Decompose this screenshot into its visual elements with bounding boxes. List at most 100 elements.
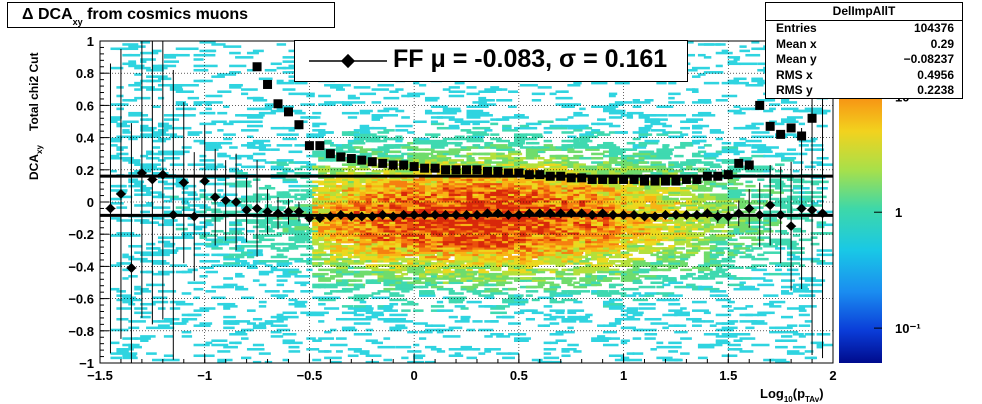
heatmap-cell xyxy=(703,43,721,46)
heatmap-cell xyxy=(359,152,374,156)
heatmap-cell xyxy=(211,339,228,342)
heatmap-cell xyxy=(205,107,212,111)
heatmap-cell xyxy=(484,253,493,257)
heatmap-cell xyxy=(454,210,463,214)
heatmap-cell xyxy=(152,251,166,254)
heatmap-cell xyxy=(579,133,594,136)
heatmap-cell xyxy=(235,330,246,334)
heatmap-cell xyxy=(567,225,577,229)
heatmap-cell xyxy=(140,41,151,44)
heatmap-cell xyxy=(626,204,638,207)
heatmap-cell xyxy=(383,199,391,203)
heatmap-cell xyxy=(531,244,539,248)
heatmap-cell xyxy=(466,191,477,194)
heatmap-cell xyxy=(324,285,338,289)
heatmap-cell xyxy=(478,247,487,250)
heatmap-cell xyxy=(163,126,178,130)
heatmap-cell xyxy=(591,266,603,270)
heatmap-cell xyxy=(258,272,270,276)
heatmap-cell xyxy=(454,120,470,124)
heatmap-cell xyxy=(252,152,266,156)
heatmap-cell xyxy=(525,156,535,160)
heatmap-cell xyxy=(128,99,138,102)
heatmap-cell xyxy=(199,354,215,358)
heatmap-cell xyxy=(644,251,654,254)
heatmap-cell xyxy=(614,227,625,231)
heatmap-cell xyxy=(626,193,641,197)
heatmap-cell xyxy=(703,227,714,231)
heatmap-cell xyxy=(537,247,546,250)
heatmap-cell xyxy=(448,109,462,113)
heatmap-cell xyxy=(614,244,629,248)
heatmap-cell xyxy=(157,64,177,68)
heatmap-cell xyxy=(496,253,512,257)
heatmap-cell xyxy=(353,193,365,197)
heatmap-cell xyxy=(318,253,334,257)
heatmap-cell xyxy=(424,232,432,235)
heatmap-cell xyxy=(525,247,535,250)
heatmap-cell xyxy=(241,262,250,265)
heatmap-cell xyxy=(502,129,519,132)
heatmap-cell xyxy=(223,202,242,205)
heatmap-cell xyxy=(632,152,645,156)
heatmap-cell xyxy=(585,281,596,285)
heatmap-cell xyxy=(502,184,510,188)
heatmap-cell xyxy=(626,352,635,355)
heatmap-cell xyxy=(294,305,307,308)
heatmap-cell xyxy=(175,302,194,306)
heatmap-cell xyxy=(697,217,707,220)
heatmap-cell xyxy=(377,268,393,272)
heatmap-cell xyxy=(300,189,309,192)
heatmap-cell xyxy=(496,275,505,278)
heatmap-cell xyxy=(294,225,309,229)
heatmap-cell xyxy=(567,165,575,169)
heatmap-cell xyxy=(294,193,312,197)
heatmap-cell xyxy=(371,255,384,259)
heatmap-cell xyxy=(353,322,371,325)
heatmap-cell xyxy=(674,242,685,246)
heatmap-cell xyxy=(252,197,263,201)
heatmap-cell xyxy=(650,264,666,267)
heatmap-cell xyxy=(561,290,572,293)
heatmap-cell xyxy=(525,244,535,248)
heatmap-cell xyxy=(602,141,614,145)
heatmap-cell xyxy=(656,156,672,160)
heatmap-cell xyxy=(632,266,640,270)
heatmap-cell xyxy=(134,292,143,295)
heatmap-cell xyxy=(436,247,447,250)
heatmap-cell xyxy=(650,232,663,235)
heatmap-cell xyxy=(258,244,276,248)
heatmap-cell xyxy=(561,217,572,220)
heatmap-cell xyxy=(353,305,368,308)
heatmap-cell xyxy=(371,199,380,203)
heatmap-cell xyxy=(246,51,259,55)
heatmap-cell xyxy=(217,195,225,199)
heatmap-cell xyxy=(597,270,612,274)
heatmap-cell xyxy=(608,322,622,325)
heatmap-cell xyxy=(152,221,160,224)
heatmap-cell xyxy=(466,139,484,143)
heatmap-cell xyxy=(347,148,356,151)
heatmap-cell xyxy=(466,268,473,272)
heatmap-cell xyxy=(525,294,533,297)
heatmap-cell xyxy=(199,154,207,158)
heatmap-cell xyxy=(537,270,546,274)
heatmap-cell xyxy=(424,238,432,242)
heatmap-cell xyxy=(602,107,616,111)
heatmap-cell xyxy=(638,223,650,227)
heatmap-cell xyxy=(389,159,397,162)
heatmap-cell xyxy=(181,270,193,274)
heatmap-cell xyxy=(484,161,503,164)
heatmap-cell xyxy=(193,225,208,229)
heatmap-cell xyxy=(270,165,284,169)
heatmap-cell xyxy=(282,247,295,250)
heatmap-cell xyxy=(419,221,429,224)
heatmap-cell xyxy=(543,277,556,280)
heatmap-cell xyxy=(579,244,586,248)
heatmap-cell xyxy=(324,307,340,310)
heatmap-cell xyxy=(116,232,135,235)
heatmap-cell xyxy=(662,326,669,330)
heatmap-cell xyxy=(424,229,433,233)
heatmap-cell xyxy=(122,43,139,46)
heatmap-cell xyxy=(413,137,421,141)
